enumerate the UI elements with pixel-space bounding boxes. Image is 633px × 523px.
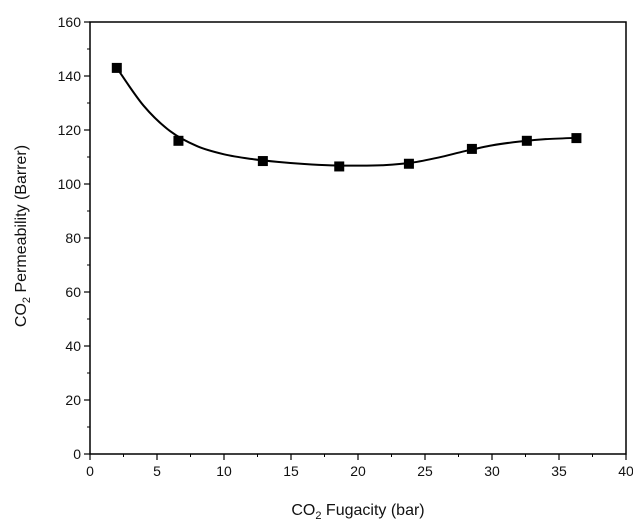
fit-curve-line (115, 67, 577, 167)
x-tick-label: 30 (484, 463, 500, 479)
plot-frame (89, 21, 627, 455)
y-tick-label: 140 (58, 68, 82, 84)
x-axis-label-post: Fugacity (bar) (321, 502, 424, 519)
data-point (571, 133, 582, 144)
x-tick-label: 40 (618, 463, 633, 479)
y-axis-label-post: Permeability (Barrer) (13, 145, 30, 297)
data-point (111, 62, 122, 73)
y-tick-label: 20 (65, 392, 81, 408)
x-tick-label: 5 (153, 463, 161, 479)
y-tick-label: 60 (65, 284, 81, 300)
x-tick-label: 20 (350, 463, 366, 479)
y-axis-label-pre: CO (13, 303, 30, 327)
data-point (403, 158, 414, 169)
x-tick-label: 35 (551, 463, 567, 479)
y-tick-label: 80 (65, 230, 81, 246)
x-axis-label: CO2 Fugacity (bar) (291, 502, 424, 522)
y-axis-label: CO2 Permeability (Barrer) (13, 145, 33, 327)
x-axis-label-pre: CO (291, 502, 315, 519)
y-tick-label: 0 (73, 446, 81, 462)
y-tick-label: 160 (58, 14, 82, 30)
y-tick-label: 100 (58, 176, 82, 192)
y-axis-label-sub: 2 (21, 297, 33, 303)
plot-area: 0 5 10 15 20 25 30 35 40 0 20 40 60 80 100 120 140 160 (58, 14, 633, 479)
data-point (257, 156, 268, 167)
x-tick-label: 15 (283, 463, 299, 479)
y-tick-label: 40 (65, 338, 81, 354)
data-point (334, 161, 345, 172)
x-axis-label-sub: 2 (315, 510, 321, 522)
x-tick-label: 10 (216, 463, 232, 479)
x-tick-label: 0 (86, 463, 94, 479)
data-point (173, 135, 184, 146)
data-point (521, 135, 532, 146)
y-tick-label: 120 (58, 122, 82, 138)
x-tick-label: 25 (417, 463, 433, 479)
data-point (466, 143, 477, 154)
